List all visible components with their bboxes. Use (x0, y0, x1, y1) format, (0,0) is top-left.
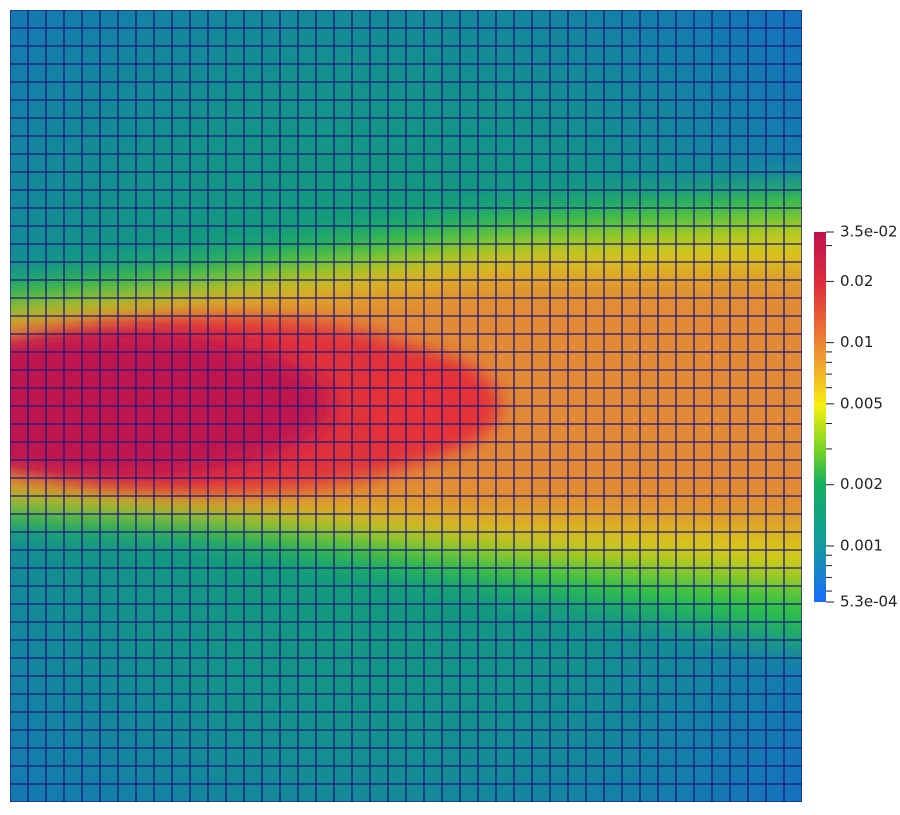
colorbar-axis: 3.5e-02 0.02 0.01 0.005 0.002 0.001 5.3e-04 (826, 223, 898, 611)
tick-label: 0.02 (840, 272, 873, 290)
tick-label: 0.01 (840, 333, 873, 351)
tick-label: 0.002 (840, 475, 883, 493)
mesh (10, 10, 802, 802)
tick-label: 0.001 (840, 536, 883, 554)
tick-label: 5.3e-04 (840, 593, 898, 611)
tick-label: 0.005 (840, 394, 883, 412)
tick-label: 3.5e-02 (840, 223, 898, 241)
colorbar (814, 232, 826, 602)
